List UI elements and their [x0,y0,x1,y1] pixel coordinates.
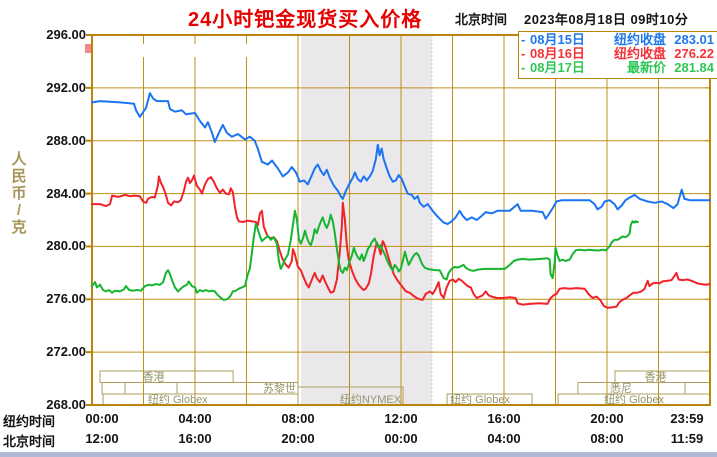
x-axis-tick-label: 12:00 [85,431,119,446]
session-box-香港 [99,370,234,383]
x-axis-tick-label: 23:59 [670,411,704,426]
legend-value: 283.01 [674,32,714,47]
session-label: 苏黎世 [263,381,296,395]
price-line-series-2 [90,209,639,301]
session-label: 纽约 Globex [148,392,208,406]
y-axis-tick-label: 292.00 [46,79,86,95]
session-label: 香港 [644,371,666,384]
session-label: 纽约NYMEX [340,392,402,406]
y-axis-tick-label: 284.00 [46,185,86,201]
x-axis-ny-time-row: 纽约时间 00:00 04:00 08:00 12:00 16:00 20:00 23:59 [0,411,717,429]
series-marker-aug16: - [521,46,526,61]
x-axis-tick-label: 11:59 [670,431,704,446]
beijing-time-axis-label: 北京时间 [3,434,56,449]
x-axis-tick-label: 16:00 [178,431,212,446]
bottom-window-edge [0,452,717,457]
y-axis-tick-label: 280.00 [46,238,86,254]
y-axis-tick-label: 276.00 [46,291,86,307]
legend-label: 最新价 [626,60,666,75]
legend-label: 纽约收盘 [613,32,666,47]
session-box-unlabeled [101,382,126,395]
legend-value: 276.22 [674,46,714,61]
x-axis-tick-label: 00:00 [384,431,418,446]
legend-item-aug16: - 08月16日 纽约收盘 276.22 [521,47,714,61]
price-line-series-0 [90,92,711,225]
x-axis-tick-label: 12:00 [384,411,418,426]
page-title: 24小时钯金现货买入价格 [188,9,423,31]
x-axis-tick-label: 16:00 [487,411,521,426]
x-axis-tick-label: 20:00 [281,431,315,446]
legend-label: 纽约收盘 [613,46,666,61]
x-axis-tick-label: 08:00 [590,431,624,446]
x-axis-tick-label: 20:00 [590,411,624,426]
legend-date: 08月15日 [530,32,585,47]
legend: - 08月15日 纽约收盘 283.01 - 08月16日 纽约收盘 276.2… [518,31,717,79]
legend-value: 281.84 [674,60,714,75]
series-marker-aug15: - [521,32,526,47]
x-axis-beijing-time-row: 北京时间 12:00 16:00 20:00 00:00 04:00 08:00 11:59 [0,431,717,449]
beijing-time-label: 北京时间 [455,12,508,27]
legend-item-aug17: - 08月17日 最新价 281.84 [521,61,714,75]
plot-border [91,34,711,406]
y-axis-tick-label: 272.00 [46,344,86,360]
x-axis-tick-label: 08:00 [281,411,315,426]
session-label: 纽约 Globex [604,392,664,406]
legend-date: 08月17日 [530,60,585,75]
x-axis-tick-label: 00:00 [85,411,119,426]
y-axis-tick-label: 296.00 [46,27,86,42]
y-axis-tick-label: 288.00 [46,132,86,148]
price-line-series-1 [91,174,711,309]
x-axis-tick-label: 04:00 [487,431,521,446]
session-label: 香港 [143,371,165,384]
watermark-red-remnant [85,44,93,53]
legend-date: 08月16日 [530,46,585,61]
legend-item-aug15: - 08月15日 纽约收盘 283.01 [521,33,714,47]
watermark-white-patch [86,44,248,57]
series-marker-aug17: - [521,60,526,75]
x-axis-tick-label: 04:00 [178,411,212,426]
y-axis-tick-label: 268.00 [46,397,86,412]
ny-time-axis-label: 纽约时间 [3,414,56,429]
session-label: 悉尼 [610,382,632,395]
current-datetime: 2023年08月18日 09时10分 [524,12,689,27]
y-axis-unit-label: 人 民 币 / 克 [11,151,27,236]
session-label: 纽约 Globex [450,392,510,406]
